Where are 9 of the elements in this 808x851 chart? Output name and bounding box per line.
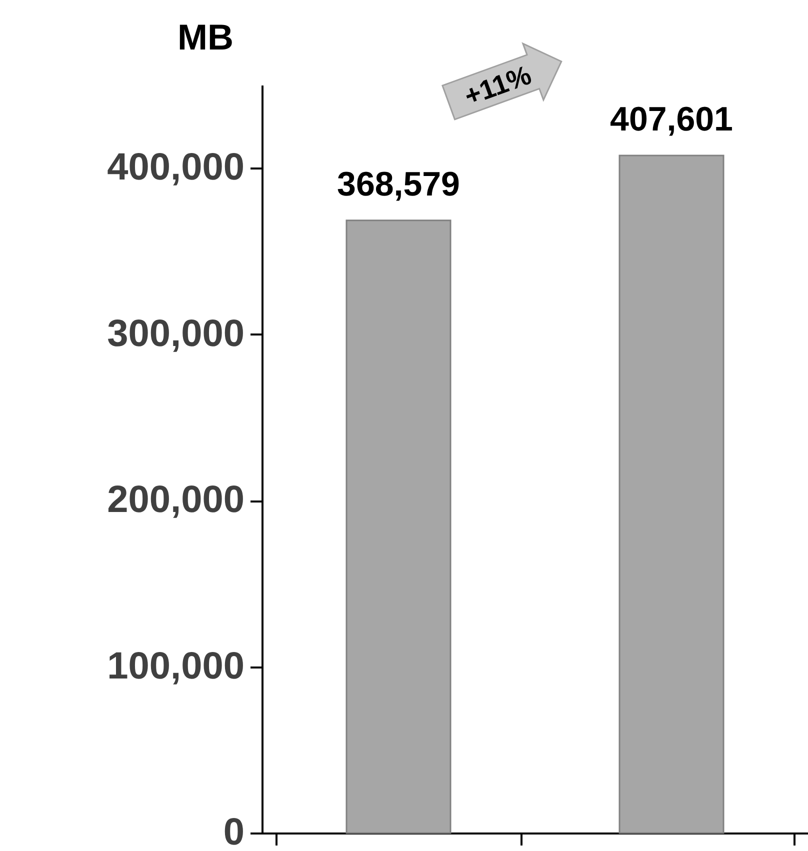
y-tick-label: 100,000 (107, 645, 244, 688)
annotation: +11% (460, 60, 536, 112)
y-tick-label: 200,000 (107, 479, 244, 522)
y-axis-title: MB (178, 16, 234, 58)
y-tick-label: 300,000 (107, 312, 244, 355)
data-label: 407,601 (610, 100, 733, 138)
y-tick-label: 0 (223, 812, 244, 851)
y-tick-label: 400,000 (107, 146, 244, 189)
data-label: 368,579 (337, 165, 460, 204)
